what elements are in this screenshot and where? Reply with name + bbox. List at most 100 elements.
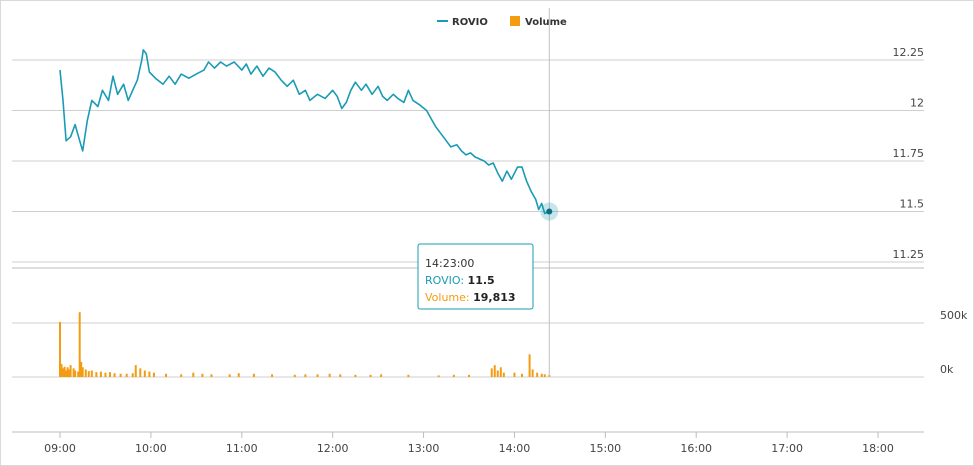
price-y-axis: 12.25 12 11.75 11.5 11.25 bbox=[893, 46, 925, 261]
legend-volume-label[interactable]: Volume bbox=[525, 17, 567, 28]
volume-bar bbox=[165, 373, 168, 377]
tooltip-volume-row: Volume: 19,813 bbox=[425, 291, 516, 304]
volume-bar bbox=[108, 372, 111, 377]
x-tick-label: 15:00 bbox=[589, 442, 621, 455]
tooltip-time: 14:23:00 bbox=[425, 257, 474, 270]
volume-bar bbox=[293, 374, 296, 377]
volume-bar bbox=[65, 370, 68, 377]
volume-bar bbox=[493, 365, 496, 377]
volume-bar bbox=[521, 373, 524, 377]
volume-bar bbox=[99, 371, 102, 377]
volume-bar bbox=[66, 367, 69, 377]
volume-bar bbox=[316, 374, 319, 377]
price-y-tick-label: 12 bbox=[910, 97, 924, 110]
volume-bar bbox=[90, 370, 93, 377]
volume-bar bbox=[131, 373, 134, 377]
volume-bar bbox=[81, 367, 84, 377]
legend-rovio-label[interactable]: ROVIO bbox=[452, 17, 488, 28]
rovio-price-line bbox=[59, 49, 550, 215]
tooltip-volume-value: 19,813 bbox=[473, 291, 515, 304]
volume-bar bbox=[78, 312, 81, 377]
volume-bar bbox=[304, 374, 307, 377]
price-y-tick-label: 11.5 bbox=[900, 198, 925, 211]
volume-bar bbox=[354, 374, 357, 377]
volume-bar bbox=[139, 368, 142, 377]
volume-bar bbox=[68, 369, 71, 377]
volume-bar bbox=[134, 365, 137, 377]
volume-bar bbox=[84, 369, 87, 377]
tooltip-volume-label: Volume bbox=[425, 291, 466, 304]
x-axis: 09:00 10:00 11:00 12:00 13:00 14:00 15:00 16:00… bbox=[44, 432, 894, 455]
tooltip-price-value: 11.5 bbox=[468, 274, 495, 287]
volume-bar bbox=[437, 375, 440, 377]
volume-bar bbox=[143, 370, 146, 377]
volume-bar bbox=[543, 374, 546, 377]
volume-bar bbox=[328, 373, 331, 377]
x-tick-label: 17:00 bbox=[771, 442, 803, 455]
volume-bar bbox=[496, 370, 499, 377]
volume-bar bbox=[228, 374, 231, 377]
price-y-tick-label: 11.75 bbox=[893, 147, 925, 160]
volume-bar bbox=[80, 361, 83, 377]
volume-bar bbox=[125, 373, 128, 377]
x-tick-label: 16:00 bbox=[680, 442, 712, 455]
volume-y-tick-label: 500k bbox=[940, 309, 968, 322]
volume-bar bbox=[452, 374, 455, 377]
volume-bar bbox=[536, 372, 539, 377]
volume-bar bbox=[63, 366, 66, 377]
volume-y-axis: 500k 0k bbox=[940, 309, 968, 376]
x-tick-label: 14:00 bbox=[499, 442, 531, 455]
volume-bar bbox=[60, 364, 63, 377]
volume-bar bbox=[113, 373, 116, 377]
x-tick-label: 11:00 bbox=[226, 442, 258, 455]
volume-bar bbox=[468, 374, 470, 377]
x-tick-label: 12:00 bbox=[317, 442, 349, 455]
x-tick-label: 10:00 bbox=[135, 442, 167, 455]
volume-bar bbox=[119, 373, 122, 377]
tooltip-price-row: ROVIO: 11.5 bbox=[425, 274, 495, 287]
volume-bar bbox=[148, 371, 151, 377]
tooltip: 14:23:00 ROVIO: 11.5 Volume: 19,813 bbox=[417, 243, 534, 310]
volume-bar bbox=[499, 367, 502, 377]
volume-bar bbox=[339, 374, 342, 377]
volume-bar bbox=[77, 371, 80, 377]
price-y-tick-label: 12.25 bbox=[893, 46, 925, 59]
volume-bar bbox=[380, 374, 383, 377]
volume-bar bbox=[72, 368, 75, 377]
hover-point-marker[interactable] bbox=[546, 208, 553, 215]
volume-bar bbox=[62, 368, 65, 377]
volume-bar bbox=[210, 374, 213, 377]
volume-bar bbox=[95, 372, 98, 377]
volume-bar bbox=[152, 372, 155, 377]
x-tick-label: 13:00 bbox=[408, 442, 440, 455]
volume-bar bbox=[237, 373, 240, 377]
volume-bar bbox=[69, 365, 72, 377]
volume-bar bbox=[87, 371, 90, 377]
volume-bar bbox=[490, 368, 493, 377]
volume-bar bbox=[180, 374, 183, 377]
volume-bar bbox=[528, 354, 531, 377]
volume-bar bbox=[252, 373, 255, 377]
x-tick-label: 18:00 bbox=[862, 442, 894, 455]
volume-bar bbox=[531, 369, 534, 377]
volume-bar bbox=[192, 372, 195, 377]
volume-series bbox=[59, 312, 551, 377]
x-tick-label: 09:00 bbox=[44, 442, 76, 455]
legend-volume-square-icon bbox=[510, 16, 520, 26]
volume-bar bbox=[369, 374, 372, 377]
volume-bar bbox=[59, 321, 61, 377]
tooltip-price-label: ROVIO bbox=[425, 274, 461, 287]
tooltip-box bbox=[417, 243, 534, 310]
legend[interactable]: ROVIO Volume bbox=[437, 16, 567, 28]
volume-bar bbox=[407, 374, 410, 377]
price-y-tick-label: 11.25 bbox=[893, 248, 925, 261]
volume-bar bbox=[74, 370, 77, 377]
volume-y-tick-label: 0k bbox=[940, 363, 954, 376]
volume-bar bbox=[502, 372, 505, 377]
volume-bar bbox=[201, 373, 204, 377]
volume-bar bbox=[540, 373, 543, 377]
volume-bar bbox=[513, 372, 516, 377]
volume-bar bbox=[271, 374, 274, 377]
